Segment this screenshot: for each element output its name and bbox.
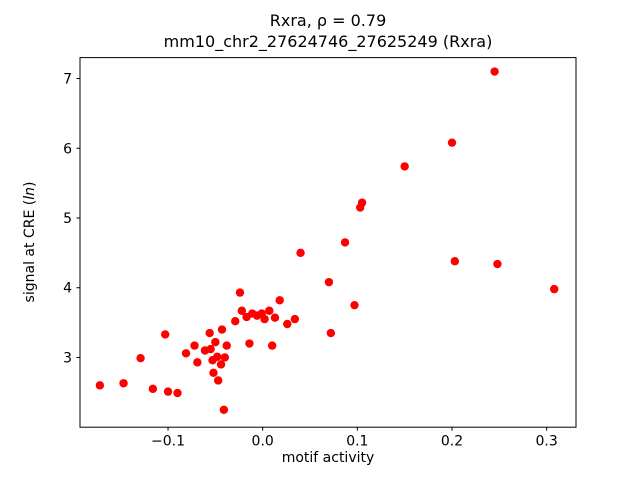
data-point bbox=[550, 284, 559, 294]
x-axis-label: motif activity bbox=[282, 450, 375, 466]
x-tick-label: −0.1 bbox=[151, 434, 185, 450]
scatter-points bbox=[95, 67, 559, 414]
data-point bbox=[148, 384, 158, 394]
data-point bbox=[270, 313, 280, 322]
data-point bbox=[235, 288, 245, 297]
y-axis-label-italic: ln bbox=[22, 187, 38, 200]
data-point bbox=[400, 162, 409, 171]
data-point bbox=[216, 360, 226, 369]
data-point bbox=[283, 319, 292, 329]
data-point bbox=[193, 358, 202, 367]
x-tick-label: 0.3 bbox=[536, 434, 558, 450]
data-point bbox=[357, 198, 367, 207]
data-point bbox=[209, 368, 218, 378]
data-point bbox=[296, 248, 305, 258]
y-axis-label-prefix: signal at CRE ( bbox=[22, 200, 38, 303]
x-tick-label: 0.1 bbox=[346, 434, 368, 450]
y-tick-label: 7 bbox=[63, 72, 72, 88]
y-tick-label: 6 bbox=[63, 141, 72, 157]
y-axis-label: signal at CRE (ln) bbox=[22, 182, 38, 303]
data-point bbox=[290, 314, 300, 324]
data-point bbox=[190, 341, 199, 350]
data-point bbox=[260, 314, 269, 324]
x-ticks: −0.1 0.0 0.1 0.2 0.3 bbox=[151, 427, 558, 450]
x-tick-label: 0.0 bbox=[252, 434, 274, 450]
data-point bbox=[136, 353, 145, 363]
chart-title-line2: mm10_chr2_27624746_27625249 (Rxra) bbox=[164, 32, 493, 52]
y-tick-label: 5 bbox=[63, 211, 72, 227]
data-point bbox=[267, 341, 277, 350]
data-point bbox=[275, 296, 284, 305]
data-point bbox=[211, 337, 220, 347]
data-point bbox=[181, 349, 191, 358]
data-point bbox=[95, 381, 105, 390]
y-tick-label: 4 bbox=[63, 281, 72, 297]
data-point bbox=[450, 257, 460, 266]
data-point bbox=[493, 259, 502, 269]
data-point bbox=[205, 328, 214, 338]
data-point bbox=[237, 306, 247, 315]
data-point bbox=[160, 330, 170, 339]
data-point bbox=[340, 238, 350, 247]
data-point bbox=[213, 376, 223, 385]
axes-frame bbox=[79, 57, 577, 428]
data-point bbox=[173, 388, 182, 398]
data-point bbox=[326, 328, 336, 338]
chart-title-line1: Rxra, ρ = 0.79 bbox=[270, 11, 387, 30]
data-point bbox=[324, 277, 334, 287]
data-point bbox=[119, 379, 128, 388]
data-point bbox=[265, 306, 274, 315]
data-point bbox=[219, 405, 229, 414]
data-point bbox=[350, 300, 359, 310]
data-point bbox=[490, 67, 499, 76]
y-ticks: 3 4 5 6 7 bbox=[63, 72, 80, 366]
y-axis-label-suffix: ) bbox=[22, 182, 38, 187]
data-point bbox=[447, 138, 457, 147]
data-point bbox=[163, 387, 173, 396]
data-point bbox=[245, 339, 254, 348]
data-point bbox=[222, 341, 231, 350]
data-point bbox=[213, 352, 222, 361]
data-point bbox=[231, 317, 240, 326]
data-point bbox=[217, 325, 227, 334]
y-tick-label: 3 bbox=[63, 350, 72, 366]
data-point bbox=[220, 353, 230, 362]
x-tick-label: 0.2 bbox=[441, 434, 463, 450]
data-point bbox=[206, 344, 215, 354]
